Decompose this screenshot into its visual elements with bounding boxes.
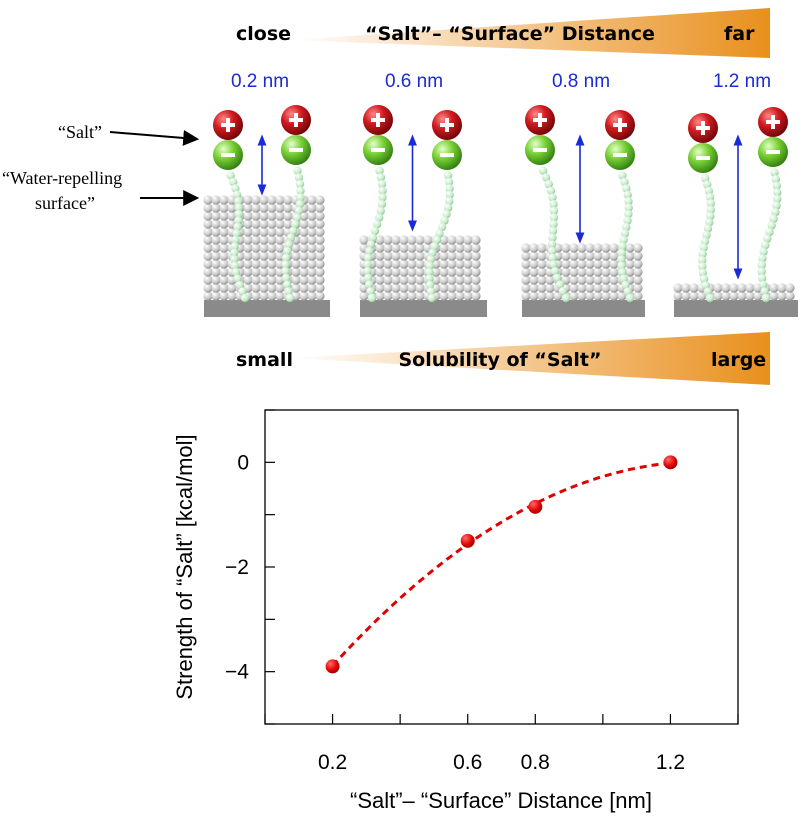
surface-label-line2: surface”: [35, 193, 95, 213]
distance-label: 0.2 nm: [231, 71, 289, 92]
distance-wedge: [290, 8, 770, 58]
y-tick-label: −2: [225, 556, 249, 579]
substrate-slab: [360, 300, 487, 317]
salt-tail: [757, 168, 782, 303]
cation-head: [758, 107, 788, 137]
anion-head: [363, 135, 393, 165]
solubility-scale-left-label: small: [236, 349, 293, 371]
distance-label: 0.6 nm: [385, 71, 443, 92]
anion-head: [213, 140, 243, 170]
distance-label: 0.8 nm: [552, 71, 610, 92]
x-axis-title: “Salt”– “Surface” Distance [nm]: [350, 788, 652, 813]
solubility-scale-right-label: large: [711, 349, 766, 371]
distance-scale-left-label: close: [236, 23, 291, 45]
data-point: [663, 455, 678, 470]
x-tick-label: 0.6: [453, 751, 482, 774]
cation-head: [688, 113, 718, 143]
salt-tail: [697, 174, 716, 303]
solubility-scale-title: Solubility of “Salt”: [398, 349, 601, 371]
distance-label: 1.2 nm: [713, 71, 771, 92]
data-point: [528, 499, 543, 514]
panel-1: 0.2 nm: [203, 71, 330, 317]
anion-head: [432, 140, 462, 170]
y-tick-label: −4: [225, 661, 249, 684]
y-tick-label: 0: [237, 451, 249, 474]
data-points: [325, 455, 678, 674]
side-labels: “Salt” “Water-repelling surface”: [2, 122, 200, 213]
salt-tail: [617, 171, 635, 303]
panel-4: 1.2 nm: [673, 71, 798, 317]
strength-chart: 0.2 0.6 0.8 1.2 0 −2 −4 “Salt”– “Surface” Dis…: [172, 409, 739, 813]
y-axis-ticks: 0 −2 −4: [225, 409, 275, 725]
salt-tail: [281, 166, 305, 303]
surface-label-line1: “Water-repelling: [2, 168, 122, 188]
anion-head: [605, 140, 635, 170]
surface-layer: [203, 195, 325, 301]
cation-head: [605, 110, 635, 140]
substrate-slab: [522, 300, 645, 317]
cation-head: [281, 105, 311, 135]
fit-curve: [331, 461, 671, 667]
x-axis-ticks: 0.2 0.6 0.8 1.2: [264, 714, 739, 774]
distance-scale-right-label: far: [724, 23, 755, 45]
cation-head: [363, 105, 393, 135]
salt-pointer-arrow: [109, 129, 200, 146]
molecular-panels: 0.2 nm 0.6 nm 0.8 nm 1.2 nm: [203, 71, 798, 317]
solubility-wedge: [290, 332, 770, 385]
surface-layer: [359, 235, 481, 301]
panel-2: 0.6 nm: [359, 71, 487, 317]
distance-scale: close “Salt”– “Surface” Distance far: [236, 8, 770, 58]
panel-3: 0.8 nm: [521, 71, 645, 317]
substrate-slab: [674, 300, 798, 317]
salt-label: “Salt”: [58, 122, 102, 142]
salt-tail: [538, 166, 571, 303]
salt-tail: [226, 171, 250, 303]
anion-head: [525, 135, 555, 165]
cation-head: [525, 105, 555, 135]
x-tick-label: 0.2: [318, 751, 347, 774]
data-point: [460, 533, 475, 548]
substrate-slab: [204, 300, 330, 317]
x-tick-label: 0.8: [521, 751, 550, 774]
salt-tail: [363, 166, 387, 303]
cation-head: [213, 110, 243, 140]
x-tick-label: 1.2: [656, 751, 685, 774]
data-point: [325, 659, 340, 674]
cation-head: [432, 110, 462, 140]
anion-head: [758, 137, 788, 167]
surface-layer: [673, 283, 795, 301]
distance-scale-title: “Salt”– “Surface” Distance: [365, 23, 655, 45]
anion-head: [281, 135, 311, 165]
anion-head: [688, 143, 718, 173]
y-axis-title: Strength of “Salt” [kcal/mol]: [172, 434, 197, 699]
solubility-scale: small Solubility of “Salt” large: [236, 332, 770, 385]
salt-tail: [425, 171, 454, 303]
